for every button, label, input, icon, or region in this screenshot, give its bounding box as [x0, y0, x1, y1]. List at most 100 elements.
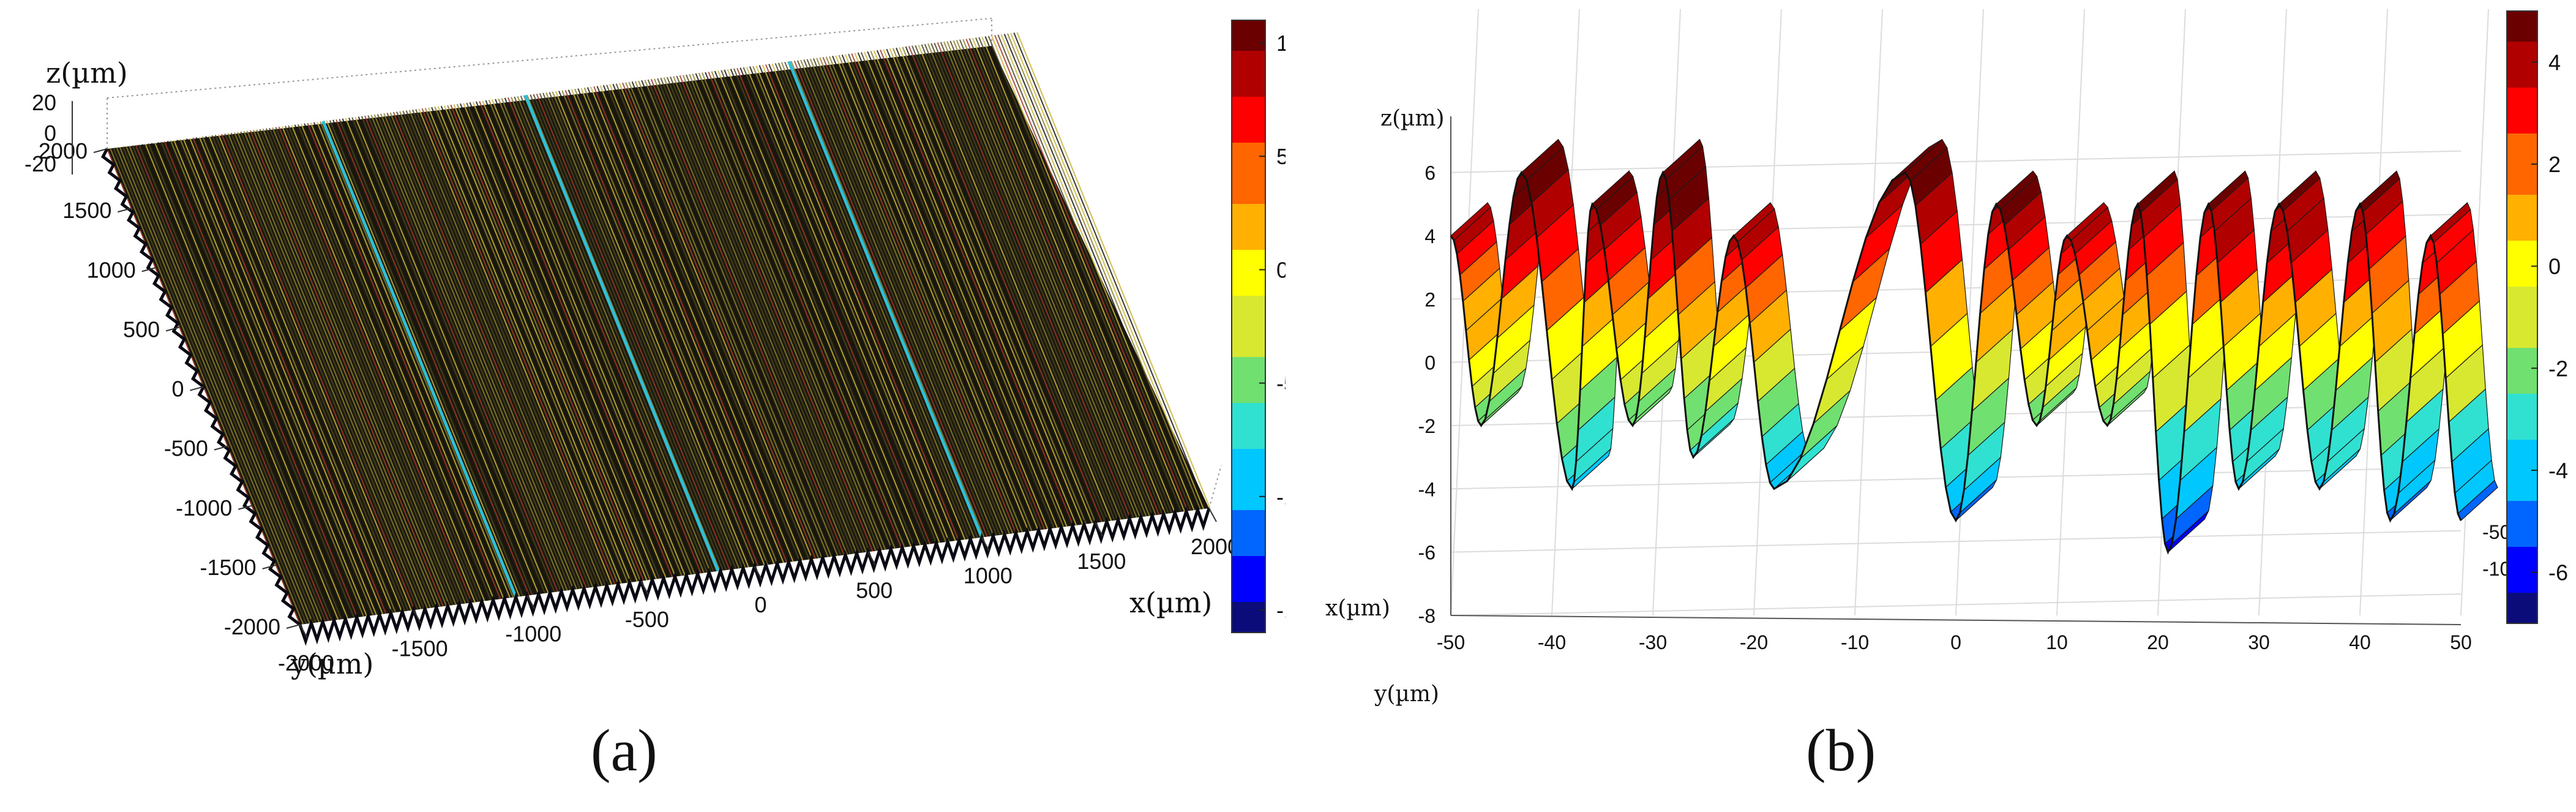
surface-ridge: [622, 82, 816, 559]
surface-ridge: [288, 125, 482, 602]
y-tick-label: 10: [2046, 631, 2068, 653]
surface-b: [1450, 138, 2498, 555]
x-tick-label: -2000: [278, 650, 334, 675]
box-edge: [1208, 465, 1222, 509]
surface-ridge: [408, 110, 603, 587]
surface-ridge: [714, 70, 908, 547]
surface-ridge: [793, 60, 988, 537]
surface-ridge: [345, 118, 539, 595]
a-colorbar-cell: [1232, 250, 1265, 266]
a-colorbar-cell: [1232, 311, 1265, 327]
surface-ridge: [205, 136, 400, 612]
surface-ridge: [803, 59, 998, 536]
surface-ridge: [927, 43, 1121, 520]
surface-ridge: [495, 99, 689, 576]
surface-ridge: [182, 138, 377, 615]
y-axis-label: y(µm): [1374, 682, 1439, 707]
surface-ridge: [370, 115, 565, 592]
b-colorbar-frame: [2506, 10, 2538, 624]
surface-ridge: [138, 144, 332, 621]
y-tick-label: 30: [2248, 631, 2270, 653]
surface-ridge: [456, 103, 651, 581]
surface-ridge: [316, 121, 511, 598]
surface-ridge: [889, 48, 1084, 525]
surface-ridge: [768, 64, 963, 541]
b-colorbar-cell: [2507, 440, 2537, 456]
y-tick-label: 40: [2349, 631, 2371, 653]
a-colorbar-label: -5: [1276, 371, 1286, 396]
surface-ridge: [905, 46, 1099, 523]
x-tick-mark: [640, 581, 649, 595]
surface-ridge: [777, 62, 972, 539]
surface-ridge: [326, 120, 520, 597]
surface-ridge: [428, 107, 622, 584]
surface-ridge: [978, 37, 1173, 514]
surface-ridge: [828, 56, 1023, 533]
surface-ridge: [644, 80, 839, 556]
surface-ridge: [835, 55, 1030, 532]
surface-ridge: [354, 116, 549, 593]
surface-ridge: [892, 48, 1087, 525]
z-tick-label: 0: [1425, 352, 1436, 374]
y-tick-label: 0: [171, 377, 184, 402]
b-colorbar-cell: [2507, 26, 2537, 42]
surface-ridge: [717, 70, 912, 547]
surface-ridge: [237, 132, 432, 609]
surface-ridge: [727, 69, 921, 546]
surface-ridge: [530, 94, 724, 571]
surface-ridge: [561, 90, 756, 567]
surface-ridge: [233, 132, 428, 609]
a-colorbar-cell: [1232, 571, 1265, 587]
surface-ridge: [386, 113, 581, 589]
surface-ridge: [552, 91, 746, 568]
surface-ridge: [851, 53, 1046, 530]
surface-ridge: [307, 122, 501, 600]
surface-ridge: [176, 139, 371, 616]
b-colorbar-cell: [2507, 72, 2537, 88]
x-tick-mark: [299, 624, 308, 639]
a-colorbar-cell: [1232, 158, 1265, 174]
b-colorbar-cell: [2507, 577, 2537, 593]
y-tick-label: 500: [123, 317, 160, 342]
surface-ridge: [412, 109, 606, 586]
b-colorbar-cell: [2507, 241, 2537, 257]
surface-ridge: [618, 83, 813, 560]
surface-ridge: [310, 122, 504, 599]
surface-ridge: [730, 69, 924, 546]
surface-ridge: [536, 93, 730, 570]
b-colorbar-cell: [2507, 302, 2537, 318]
surface-ridge: [262, 129, 457, 605]
surface-ridge: [376, 114, 571, 590]
surface-ridge: [841, 55, 1036, 531]
b-colorbar-cell: [2507, 378, 2537, 394]
y-tick-label: 50: [2450, 631, 2472, 653]
b-colorbar-cell: [2507, 470, 2537, 486]
b-colorbar-cell: [2507, 103, 2537, 119]
surface-ridge: [141, 144, 336, 621]
z-tick-label: 2: [1425, 288, 1436, 310]
surface-ridge: [746, 66, 940, 543]
b-colorbar-cell: [2507, 287, 2537, 303]
surface-ridge: [676, 75, 871, 552]
box-edge: [107, 18, 992, 99]
surface-ridge: [170, 140, 364, 617]
surface-ridge: [373, 114, 568, 591]
surface-ridge: [265, 128, 460, 605]
surface-ridge: [695, 73, 889, 550]
a-colorbar-cell: [1232, 617, 1265, 633]
surface-ridge: [602, 85, 797, 562]
surface-ridge: [908, 46, 1103, 522]
a-colorbar-cell: [1232, 372, 1265, 388]
surface-ridge: [351, 117, 546, 594]
surface-ridge: [396, 111, 590, 588]
surface-ridge: [320, 121, 514, 598]
a-colorbar-cell: [1232, 495, 1265, 511]
surface-ridge: [246, 130, 441, 607]
b-colorbar-cell: [2507, 394, 2537, 410]
a-colorbar-cell: [1232, 204, 1265, 220]
surface-ridge: [959, 39, 1153, 516]
surface-ridge: [743, 67, 937, 544]
surface-ridge: [514, 96, 708, 573]
surface-ridge: [934, 42, 1128, 519]
surface-ridge: [444, 105, 638, 582]
